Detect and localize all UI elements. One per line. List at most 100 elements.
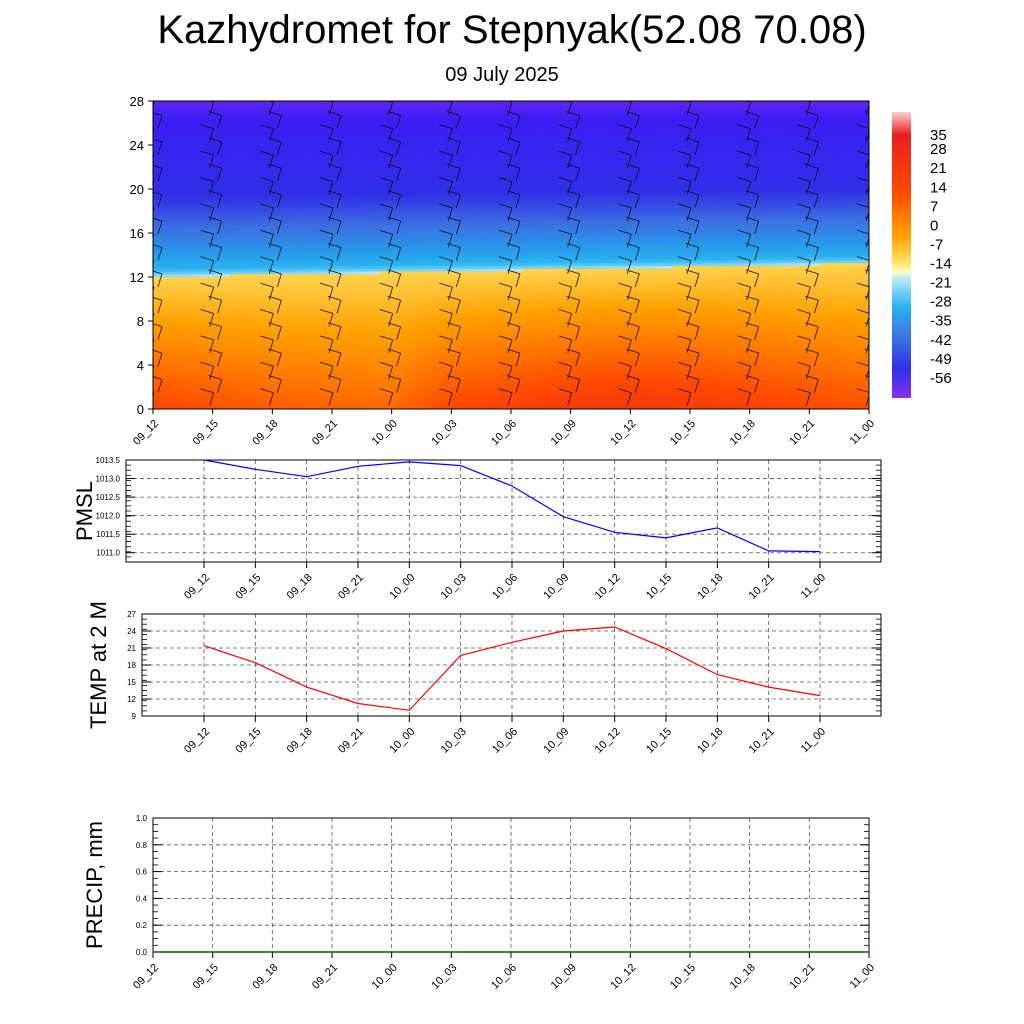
temperature-cell [188,230,196,234]
temperature-cell [188,244,196,248]
temperature-cell [153,392,160,396]
temperature-cell [164,376,172,380]
temperature-cell [182,260,190,264]
temperature-cell [206,128,214,132]
temperature-cell [158,180,166,185]
temperature-cell [200,230,208,234]
temperature-cell [158,219,166,223]
temperature-cell [194,304,202,308]
temperature-cell [200,403,208,407]
temperature-cell [164,175,172,179]
temperature-cell [176,112,184,116]
temperature-field [153,101,869,409]
temperature-cell [158,343,166,347]
temperature-cell [176,191,184,196]
temperature-cell [194,189,202,193]
temperature-cell [170,175,178,179]
temperature-cell [194,389,202,394]
temperature-cell [182,323,190,328]
temperature-cell [194,197,202,201]
temperature-cell [194,260,202,264]
temperature-cell [194,255,202,259]
temperature-cell [164,315,172,319]
temperature-cell [153,354,160,358]
temperature-cell [200,112,208,116]
temperature-cell [194,150,202,154]
temperature-cell [200,274,208,278]
temperature-cell [200,216,208,220]
temperature-cell [158,279,166,284]
temperature-cell [188,398,196,402]
temperature-cell [188,354,196,358]
temperature-cell [158,307,166,311]
temperature-cell [170,354,178,358]
temperature-cell [164,367,172,372]
temperature-cell [188,400,196,405]
temperature-cell [164,125,172,130]
temperature-cell [170,304,178,308]
temperature-cell [188,158,196,163]
temperature-cell [200,213,208,218]
temperature-cell [200,387,208,391]
temperature-cell [188,112,196,116]
temperature-cell [182,103,190,108]
temperature-cell [182,227,190,231]
temperature-cell [194,235,202,240]
temperature-cell [182,321,190,325]
temperature-cell [200,180,208,185]
temperature-cell [164,139,172,143]
temperature-cell [153,268,160,273]
temperature-cell [170,343,178,347]
temperature-cell [176,337,184,341]
temperature-cell [182,213,190,218]
temperature-cell [194,216,202,220]
temperature-cell [170,255,178,259]
temperature-cell [158,334,166,339]
temperature-cell [176,351,184,355]
temperature-cell [194,114,202,119]
temperature-cell [188,233,196,237]
temperature-cell [200,315,208,319]
temperature-cell [194,230,202,234]
temperature-cell [170,318,178,322]
temperature-cell [188,227,196,231]
temperature-cell [188,101,196,105]
temperature-cell [200,161,208,165]
temperature-cell [182,249,190,253]
temperature-cell [176,365,184,369]
temperature-cell [158,175,166,179]
temperature-cell [194,293,202,297]
temperature-cell [182,271,190,275]
temperature-cell [153,271,160,275]
temperature-cell [170,164,178,168]
temperature-cell [153,398,160,402]
temperature-cell [188,235,196,240]
temperature-cell [164,123,172,127]
temperature-cell [158,101,166,105]
temperature-cell [188,285,196,289]
temperature-cell [176,354,184,358]
temperature-cell [176,288,184,292]
temperature-cell [176,219,184,223]
temperature-cell [182,378,190,383]
temperature-cell [170,340,178,344]
temperature-cell [200,117,208,121]
temperature-cell [194,406,202,409]
temperature-cell [194,387,202,391]
temperature-cell [176,403,184,407]
temperature-cell [188,348,196,352]
temperature-cell [170,112,178,116]
temperature-cell [200,359,208,363]
temperature-cell [200,136,208,141]
temperature-cell [153,255,160,259]
temperature-cell [170,186,178,190]
temperature-cell [158,381,166,385]
temperature-cell [158,230,166,234]
temperature-cell [153,147,160,152]
temperature-cell [200,370,208,374]
temperature-cell [153,285,160,289]
temperature-cell [188,139,196,143]
temperature-cell [153,279,160,284]
temperature-cell [164,161,172,165]
temperature-cell [206,175,214,179]
